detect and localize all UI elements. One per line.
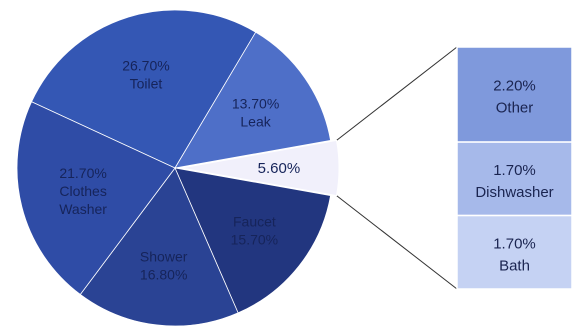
breakdown-bar-labels: 2.20% Other 1.70% Dishwasher 1.70% Bath (475, 78, 553, 275)
pie-slice-faucet (174, 167, 332, 314)
breakdown-bar (456, 46, 573, 290)
pie-label-breakout: 5.60% (258, 160, 301, 177)
pie-slices (16, 9, 340, 327)
pie-slice-labels: 26.70% Toilet 13.70% Leak 5.60% Faucet 15.70% S… (59, 57, 300, 282)
pie-slice-breakout (180, 139, 340, 197)
connector-line-top (336, 46, 458, 141)
pie-slice-toilet (31, 9, 257, 169)
pie-label-clothes-washer: 21.70% Clothes Washer (59, 165, 107, 217)
pie-label-leak: 13.70% Leak (232, 95, 279, 129)
bar-segment-dishwasher (456, 141, 573, 217)
pie-slice-shower (79, 167, 239, 327)
bar-label-other: 2.20% Other (493, 78, 536, 117)
connector-line-bottom (336, 195, 458, 290)
connector-lines (336, 46, 458, 290)
bar-label-bath: 1.70% Bath (493, 235, 536, 274)
pie-label-shower: Shower 16.80% (140, 248, 188, 282)
bar-label-dishwasher: 1.70% Dishwasher (475, 162, 553, 201)
bar-segment-bath (456, 214, 573, 290)
pie-slice-clothes-washer (16, 101, 176, 296)
pie-label-toilet: 26.70% Toilet (122, 57, 169, 91)
bar-segment-other (456, 46, 573, 143)
pie-slice-leak (174, 31, 332, 169)
pie-label-faucet: Faucet 15.70% (231, 214, 278, 248)
